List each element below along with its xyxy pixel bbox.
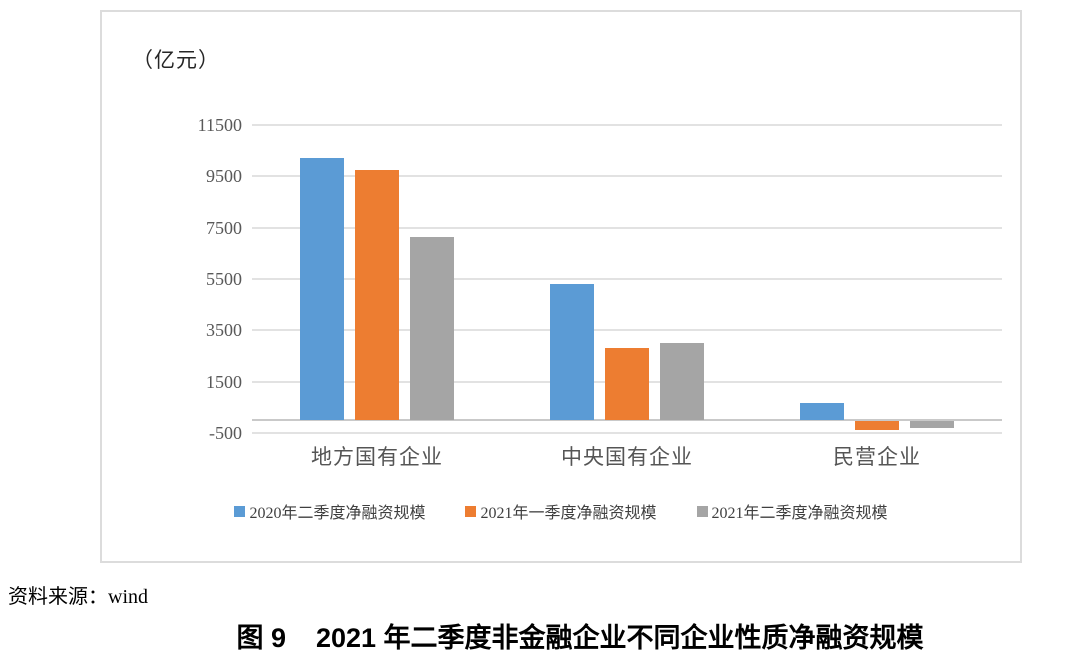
figure-caption: 图 9 2021 年二季度非金融企业不同企业性质净融资规模 <box>80 616 1080 655</box>
legend-item: 2020年二季度净融资规模 <box>234 499 425 523</box>
y-tick-label: -500 <box>209 423 242 443</box>
y-axis-unit-label: （亿元） <box>132 48 220 72</box>
y-tick-label: 11500 <box>197 115 242 135</box>
bar <box>910 421 954 429</box>
category-label: 民营企业 <box>833 445 921 469</box>
y-tick-label: 1500 <box>206 371 242 392</box>
y-tick-label: 5500 <box>206 269 242 289</box>
y-tick-label: 9500 <box>206 166 242 187</box>
gridline <box>252 329 1002 332</box>
y-axis-labels: 11500 9500 7500 5500 3500 1500 -500 <box>142 115 242 443</box>
category-label: 中央国有企业 <box>561 445 693 469</box>
legend-item: 2021年一季度净融资规模 <box>465 499 657 523</box>
gridline <box>252 124 1002 126</box>
bar <box>660 343 704 421</box>
category-label: 地方国有企业 <box>311 445 443 469</box>
figure-number: 图 9 <box>236 623 286 653</box>
bar <box>605 348 649 421</box>
bar <box>300 158 344 421</box>
bar <box>855 421 899 431</box>
gridline <box>252 226 1002 229</box>
bar <box>800 402 844 421</box>
chart-panel: （亿元） 11500 9500 7500 5500 3500 1500 -500 地方国有企… <box>100 10 1022 563</box>
gridline <box>252 432 1002 434</box>
y-tick-label: 7500 <box>206 217 242 238</box>
figure-title: 2021 年二季度非金融企业不同企业性质净融资规模 <box>315 623 924 653</box>
legend-label: 2021年一季度净融资规模 <box>480 505 657 522</box>
x-axis-zero-line <box>252 419 1002 422</box>
legend-swatch-icon <box>696 505 708 517</box>
gridline <box>252 278 1002 280</box>
plot-area <box>252 124 1002 434</box>
bar <box>410 236 454 421</box>
bar <box>550 284 594 421</box>
legend-swatch-icon <box>234 505 246 517</box>
x-axis-category-labels: 地方国有企业 中央国有企业 民营企业 <box>252 441 1002 469</box>
legend-item: 2021年二季度净融资规模 <box>696 499 888 523</box>
legend-label: 2021年二季度净融资规模 <box>711 505 888 522</box>
y-tick-label: 3500 <box>206 320 242 341</box>
bar <box>355 169 399 421</box>
legend-swatch-icon <box>465 505 477 517</box>
chart-legend: 2020年二季度净融资规模 2021年一季度净融资规模 2021年二季度净融资规模 <box>102 499 1020 523</box>
gridline <box>252 175 1002 178</box>
legend-label: 2020年二季度净融资规模 <box>249 505 426 522</box>
data-source-note: 资料来源：wind <box>8 586 148 608</box>
